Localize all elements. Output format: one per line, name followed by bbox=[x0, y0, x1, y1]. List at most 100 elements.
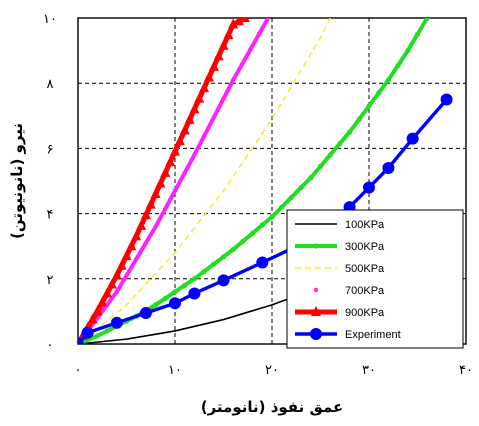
data-point bbox=[194, 92, 205, 103]
data-point bbox=[179, 124, 190, 135]
data-point bbox=[182, 170, 187, 176]
data-point bbox=[188, 287, 201, 300]
data-point bbox=[327, 152, 333, 158]
x-tick-label: ۰ bbox=[75, 363, 82, 378]
data-point bbox=[184, 113, 195, 124]
data-point bbox=[139, 307, 152, 320]
legend-marker bbox=[310, 328, 322, 340]
data-point bbox=[213, 50, 224, 61]
data-point bbox=[131, 230, 142, 241]
data-point bbox=[239, 18, 250, 22]
legend-marker bbox=[313, 287, 319, 293]
legend-item-100kpa: 100KPa bbox=[295, 219, 385, 231]
data-point bbox=[192, 152, 197, 158]
data-point bbox=[143, 240, 149, 246]
data-point bbox=[265, 18, 271, 21]
series-500kpa bbox=[78, 18, 331, 344]
data-point bbox=[174, 135, 185, 146]
series-900kpa bbox=[78, 18, 250, 344]
data-point bbox=[170, 145, 180, 156]
data-point bbox=[199, 82, 210, 93]
legend-item-300kpa: 300KPa bbox=[295, 241, 385, 253]
data-point bbox=[111, 269, 122, 280]
legend-label: 700KPa bbox=[345, 285, 385, 297]
tick-labels: ۰ ۱۰ ۲۰ ۳۰ ۴۰ ۰ ۲ ۴ ۶ ۸ ۱۰ bbox=[43, 12, 473, 378]
data-point bbox=[97, 296, 108, 307]
data-point bbox=[218, 39, 229, 50]
data-point bbox=[356, 116, 362, 122]
data-point bbox=[182, 282, 188, 288]
data-point bbox=[385, 77, 391, 83]
data-point bbox=[211, 261, 217, 267]
data-point bbox=[114, 289, 120, 295]
data-point bbox=[160, 166, 171, 177]
data-point bbox=[395, 62, 401, 68]
data-point bbox=[406, 132, 419, 145]
data-point bbox=[145, 198, 156, 209]
data-point bbox=[189, 103, 200, 114]
data-point bbox=[155, 177, 166, 188]
legend-marker bbox=[313, 243, 319, 249]
legend-label: Experiment bbox=[345, 329, 401, 341]
data-point bbox=[124, 273, 129, 278]
data-point bbox=[424, 18, 430, 21]
legend-label: 500KPa bbox=[345, 263, 385, 275]
data-point bbox=[308, 175, 314, 181]
y-tick-label: ۰ bbox=[47, 338, 54, 353]
data-point bbox=[440, 93, 453, 106]
data-point bbox=[92, 305, 103, 316]
data-point bbox=[239, 62, 245, 67]
data-point bbox=[221, 96, 226, 101]
data-point bbox=[126, 240, 137, 251]
legend-item-experiment: Experiment bbox=[295, 328, 401, 341]
data-point bbox=[203, 71, 214, 82]
data-point bbox=[169, 297, 181, 310]
data-point bbox=[106, 278, 117, 289]
data-point bbox=[220, 254, 227, 260]
data-point bbox=[382, 161, 395, 174]
data-point bbox=[201, 133, 207, 139]
data-point bbox=[269, 214, 275, 220]
y-tick-label: ۶ bbox=[47, 142, 54, 157]
legend-marker bbox=[311, 306, 321, 316]
legend: 100KPa 300KPa 500KPa 700KPa 900KPa Experiment bbox=[286, 209, 464, 349]
data-point bbox=[201, 268, 207, 275]
data-point bbox=[234, 18, 245, 26]
data-point bbox=[279, 204, 285, 210]
data-point bbox=[211, 115, 216, 120]
data-point bbox=[140, 209, 151, 220]
data-point bbox=[121, 249, 132, 260]
series-line bbox=[78, 18, 331, 344]
data-point bbox=[87, 313, 98, 324]
data-point bbox=[250, 230, 256, 236]
data-point bbox=[104, 328, 110, 334]
data-point bbox=[231, 77, 236, 83]
data-point bbox=[337, 140, 343, 147]
data-point bbox=[259, 222, 265, 228]
y-axis-title: نیرو (نانونیوتن) bbox=[8, 123, 26, 239]
data-point bbox=[317, 163, 324, 169]
data-point bbox=[288, 194, 294, 200]
data-point bbox=[257, 31, 262, 36]
x-tick-label: ۲۰ bbox=[265, 363, 279, 378]
data-point bbox=[153, 224, 158, 229]
data-point bbox=[256, 256, 269, 269]
data-point bbox=[223, 29, 234, 40]
data-point bbox=[414, 31, 421, 37]
data-point bbox=[191, 276, 197, 282]
x-tick-label: ۳۰ bbox=[362, 363, 376, 378]
data-point bbox=[172, 289, 178, 295]
legend-item-700kpa: 700KPa bbox=[313, 285, 385, 297]
data-point bbox=[298, 184, 304, 191]
data-point bbox=[78, 338, 84, 344]
data-point bbox=[162, 295, 168, 301]
y-tick-label: ۲ bbox=[47, 273, 54, 288]
legend-label: 100KPa bbox=[345, 219, 385, 231]
series-experiment bbox=[78, 93, 453, 344]
legend-item-500kpa: 500KPa bbox=[295, 263, 385, 275]
y-tick-label: ۴ bbox=[47, 208, 54, 223]
data-point bbox=[347, 129, 353, 135]
data-point bbox=[230, 246, 236, 253]
data-point bbox=[172, 188, 178, 193]
